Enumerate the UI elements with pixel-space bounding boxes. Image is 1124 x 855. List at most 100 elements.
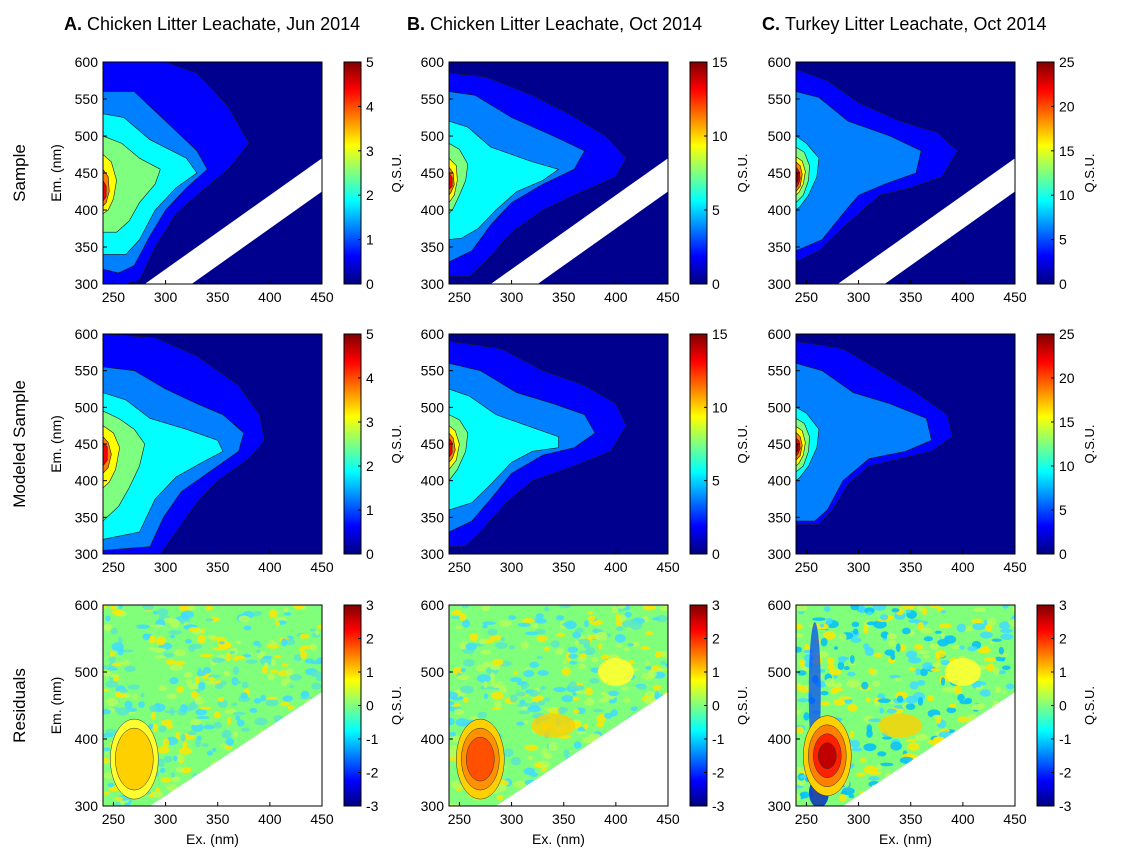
residual-speckle — [165, 659, 176, 665]
residual-speckle — [615, 644, 623, 648]
y-tick-label: 500 — [421, 128, 445, 144]
residual-speckle — [109, 605, 118, 610]
residual-speckle — [162, 738, 170, 747]
residual-speckle — [843, 698, 853, 704]
residual-speckle — [942, 686, 957, 693]
residual-speckle — [940, 610, 947, 614]
residual-speckle — [184, 638, 193, 644]
residual-speckle — [232, 666, 240, 675]
residual-speckle — [461, 605, 469, 609]
x-tick-label: 300 — [847, 811, 871, 827]
contour-level-7 — [449, 172, 453, 190]
colorbar-tick-label: 1 — [366, 664, 374, 680]
colorbar-A-modeled: 0 1 2 3 4 5 Q.S.U. — [343, 326, 404, 562]
residual-speckle — [508, 645, 515, 650]
x-tick-label: 300 — [154, 811, 178, 827]
residual-speckle — [964, 697, 973, 703]
residual-speckle — [225, 737, 235, 746]
residual-speckle — [481, 605, 490, 612]
residual-speckle — [487, 628, 498, 636]
residual-speckle — [280, 678, 288, 687]
residual-speckle — [899, 644, 907, 652]
residual-speckle — [819, 701, 831, 706]
residual-speckle — [103, 757, 109, 765]
residual-speckle — [877, 763, 882, 771]
residual-speckle — [812, 617, 826, 621]
colorbar-tick-label: 5 — [712, 202, 720, 218]
residual-speckle — [208, 676, 215, 682]
colorbar-C-modeled: 0 5 10 15 20 25 Q.S.U. — [1036, 326, 1097, 562]
residual-speckle — [152, 791, 163, 798]
residual-speckle — [872, 605, 887, 611]
residual-speckle — [543, 706, 557, 712]
residual-speckle — [985, 623, 993, 632]
column-letter: C. — [762, 14, 780, 34]
residual-speckle — [956, 623, 966, 633]
colorbar-tick-label: 4 — [366, 98, 374, 114]
residual-speckle — [847, 671, 856, 677]
residual-speckle — [236, 719, 245, 727]
contour-level-7 — [449, 437, 453, 458]
colorbar-tick-label: 0 — [712, 546, 720, 562]
residual-speckle — [170, 772, 176, 778]
residual-speckle — [518, 710, 530, 715]
residual-speckle — [184, 679, 193, 684]
residual-speckle — [944, 635, 957, 644]
residual-speckle — [243, 625, 252, 631]
colorbar-B-sample: 0 5 10 15 Q.S.U. — [689, 54, 750, 292]
residual-speckle — [644, 631, 654, 636]
residual-speckle — [206, 750, 213, 756]
y-tick-label: 400 — [421, 202, 445, 218]
colorbar-gradient — [1036, 333, 1055, 555]
y-tick-label: 300 — [421, 798, 445, 814]
x-axis-label: Ex. (nm) — [532, 831, 585, 847]
residual-speckle — [850, 730, 855, 739]
residual-speckle — [268, 609, 278, 619]
residual-speckle — [176, 766, 185, 773]
residual-speckle — [637, 685, 648, 691]
residual-speckle — [103, 791, 111, 795]
residual-speckle — [940, 677, 946, 686]
residual-speckle — [868, 718, 882, 723]
residual-speckle — [231, 702, 238, 707]
residual-speckle — [103, 708, 112, 715]
residual-speckle — [863, 643, 870, 650]
residual-speckle — [896, 695, 904, 703]
residual-speckle — [475, 664, 486, 672]
residual-speckle — [852, 628, 859, 635]
residual-speckle — [103, 669, 112, 677]
residual-speckle — [559, 605, 572, 609]
residual-speckle — [967, 646, 978, 652]
residual-speckle — [917, 679, 926, 686]
residual-speckle — [493, 700, 502, 708]
residual-speckle — [588, 615, 596, 622]
x-tick-label: 350 — [552, 559, 576, 575]
y-tick-label: 450 — [768, 436, 792, 452]
residual-speckle — [592, 708, 604, 713]
residual-speckle — [819, 623, 825, 628]
residual-speckle — [976, 648, 991, 654]
colorbar-tick-label: 2 — [712, 631, 720, 647]
y-tick-label: 500 — [75, 399, 99, 415]
scatter-band — [144, 158, 322, 284]
residual-speckle — [152, 610, 159, 615]
panels: 250 300 350 400 450300350400450500550600Em. … — [48, 54, 1097, 847]
residual-speckle — [205, 680, 215, 685]
residual-speckle — [909, 681, 919, 690]
residual-speckle — [534, 762, 542, 768]
residual-speckle — [917, 696, 924, 706]
residual-speckle — [160, 777, 172, 783]
colorbar-tick-label: 5 — [712, 473, 720, 489]
residual-speckle — [476, 674, 491, 683]
colorbar-label: Q.S.U. — [1082, 153, 1097, 192]
residual-speckle — [922, 662, 934, 670]
residual-speckle — [492, 658, 504, 666]
residual-speckle — [287, 705, 295, 710]
residual-speckle — [262, 655, 273, 660]
residual-speckle — [242, 653, 252, 658]
x-tick-label: 250 — [795, 811, 819, 827]
colorbar-tick-label: 3 — [366, 597, 374, 613]
residual-speckle — [524, 744, 539, 751]
